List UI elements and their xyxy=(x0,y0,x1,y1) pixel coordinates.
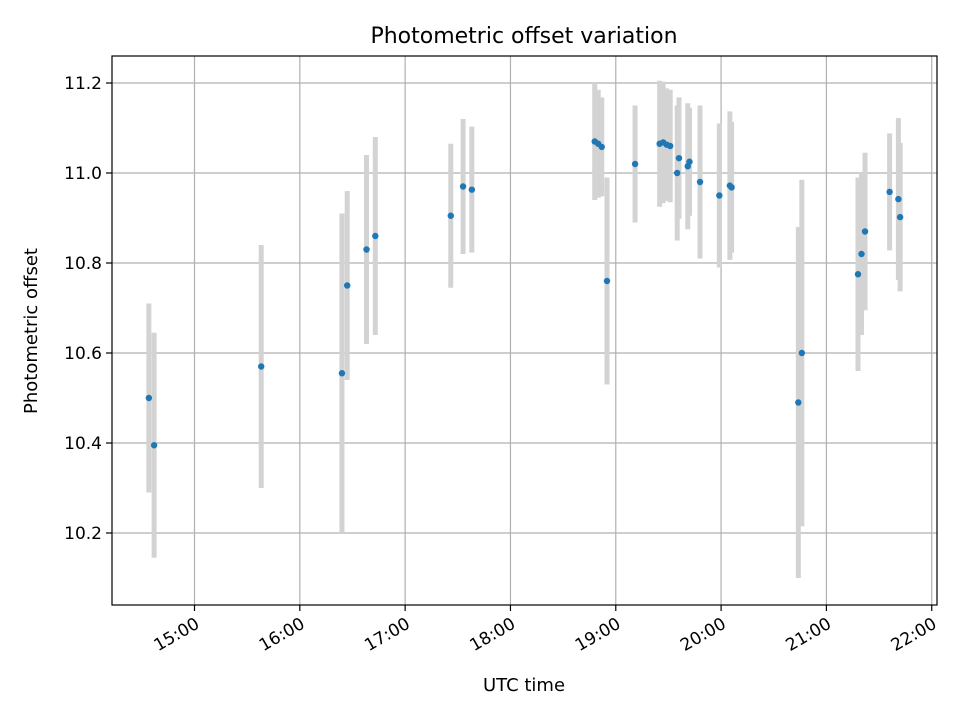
y-tick-label: 10.8 xyxy=(64,254,102,274)
x-tick-label: 15:00 xyxy=(151,614,203,656)
data-point xyxy=(344,282,351,289)
x-tick-label: 22:00 xyxy=(888,614,940,656)
x-tick-label: 19:00 xyxy=(572,614,624,656)
data-point xyxy=(150,442,158,449)
data-point xyxy=(459,183,467,190)
x-tick-label: 21:00 xyxy=(782,614,834,656)
x-tick-label: 16:00 xyxy=(256,614,308,656)
y-axis-label: Photometric offset xyxy=(21,248,42,414)
data-point xyxy=(896,213,904,221)
data-point xyxy=(372,232,379,240)
data-point xyxy=(338,370,346,377)
data-point xyxy=(854,271,862,278)
data-point xyxy=(858,250,865,258)
data-point xyxy=(468,186,476,193)
y-tick-label: 10.6 xyxy=(64,344,102,364)
data-point xyxy=(258,363,265,370)
data-point xyxy=(861,228,869,235)
chart-title: Photometric offset variation xyxy=(370,24,677,49)
data-point xyxy=(886,188,893,196)
x-axis-ticks: 15:00 16:00 17:00 18:00 19:00 20:00 21:00 22:00 xyxy=(151,605,940,656)
x-axis-label: UTC time xyxy=(483,675,565,696)
x-tick-label: 17:00 xyxy=(361,614,413,656)
data-point xyxy=(798,349,806,357)
data-point xyxy=(631,160,639,168)
y-tick-label: 11.2 xyxy=(64,74,102,94)
y-tick-label: 11.0 xyxy=(64,164,102,184)
data-point xyxy=(363,246,370,253)
data-point xyxy=(603,277,611,285)
data-point xyxy=(598,143,605,151)
data-point xyxy=(447,212,454,219)
data-point xyxy=(675,154,683,162)
grid xyxy=(112,56,937,605)
data-point xyxy=(696,178,704,186)
plot-frame xyxy=(111,55,938,606)
data-point xyxy=(895,195,902,203)
x-tick-label: 20:00 xyxy=(677,614,729,656)
data-point xyxy=(795,399,802,406)
data-points xyxy=(145,138,904,449)
data-point xyxy=(716,192,723,199)
data-point xyxy=(686,158,693,165)
data-point xyxy=(666,142,674,150)
y-axis-ticks: 10.2 10.4 10.6 10.8 11.0 11.2 xyxy=(64,74,112,544)
error-bars xyxy=(146,80,903,578)
y-tick-label: 10.4 xyxy=(64,434,102,454)
data-point xyxy=(728,184,735,191)
data-point xyxy=(674,169,681,177)
data-point xyxy=(145,394,153,402)
y-tick-label: 10.2 xyxy=(64,524,102,544)
x-tick-label: 18:00 xyxy=(467,614,519,656)
